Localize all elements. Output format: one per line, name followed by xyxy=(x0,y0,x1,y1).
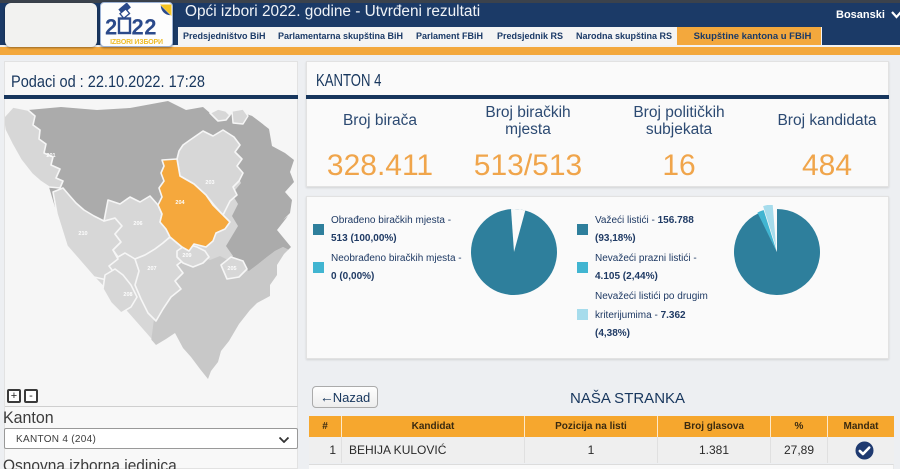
svg-text:2: 2 xyxy=(105,15,117,40)
svg-text:209: 209 xyxy=(182,253,191,259)
svg-text:205: 205 xyxy=(227,266,236,272)
svg-text:208: 208 xyxy=(123,292,132,298)
svg-text:203: 203 xyxy=(205,180,214,186)
svg-text:201: 201 xyxy=(46,153,55,159)
svg-text:206: 206 xyxy=(133,221,142,227)
svg-text:204: 204 xyxy=(175,200,185,206)
svg-text:207: 207 xyxy=(147,266,156,272)
svg-text:22: 22 xyxy=(132,15,157,40)
svg-text:210: 210 xyxy=(78,231,87,237)
svg-text:IZBORI ИЗБОРИ: IZBORI ИЗБОРИ xyxy=(110,39,163,46)
